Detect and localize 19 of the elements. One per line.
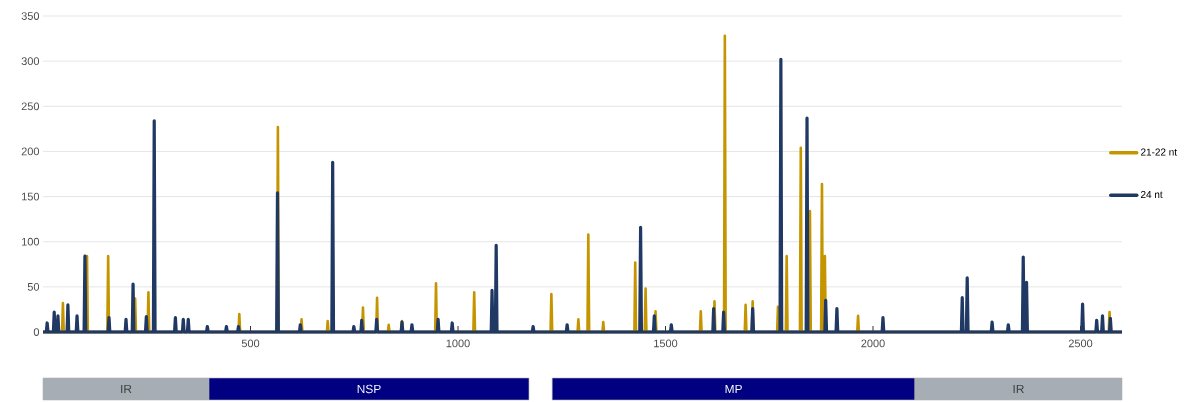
y-tick-label: 100 — [22, 237, 40, 246]
series-label: IR — [121, 384, 132, 394]
legend-label: 24 nt — [1141, 191, 1163, 199]
y-tick-label: 250 — [21, 102, 40, 111]
y-tick-label: 300 — [21, 57, 40, 66]
series-label: NSP — [357, 384, 381, 394]
y-tick-label: 0 — [33, 328, 40, 336]
x-tick-label: 1500 — [654, 339, 678, 348]
series-label: MP — [725, 384, 742, 394]
legend-label: 21-22 nt — [1141, 148, 1177, 156]
y-tick-label: 150 — [22, 192, 40, 201]
x-tick-label: 1000 — [446, 339, 470, 348]
series-label: IR — [1013, 384, 1024, 394]
x-tick-label: 2000 — [861, 339, 885, 348]
x-tick-label: 2500 — [1068, 339, 1093, 348]
y-tick-label: 50 — [27, 282, 40, 291]
y-tick-label: 350 — [21, 12, 40, 20]
y-tick-label: 200 — [21, 147, 40, 156]
x-tick-label: 500 — [241, 339, 260, 348]
